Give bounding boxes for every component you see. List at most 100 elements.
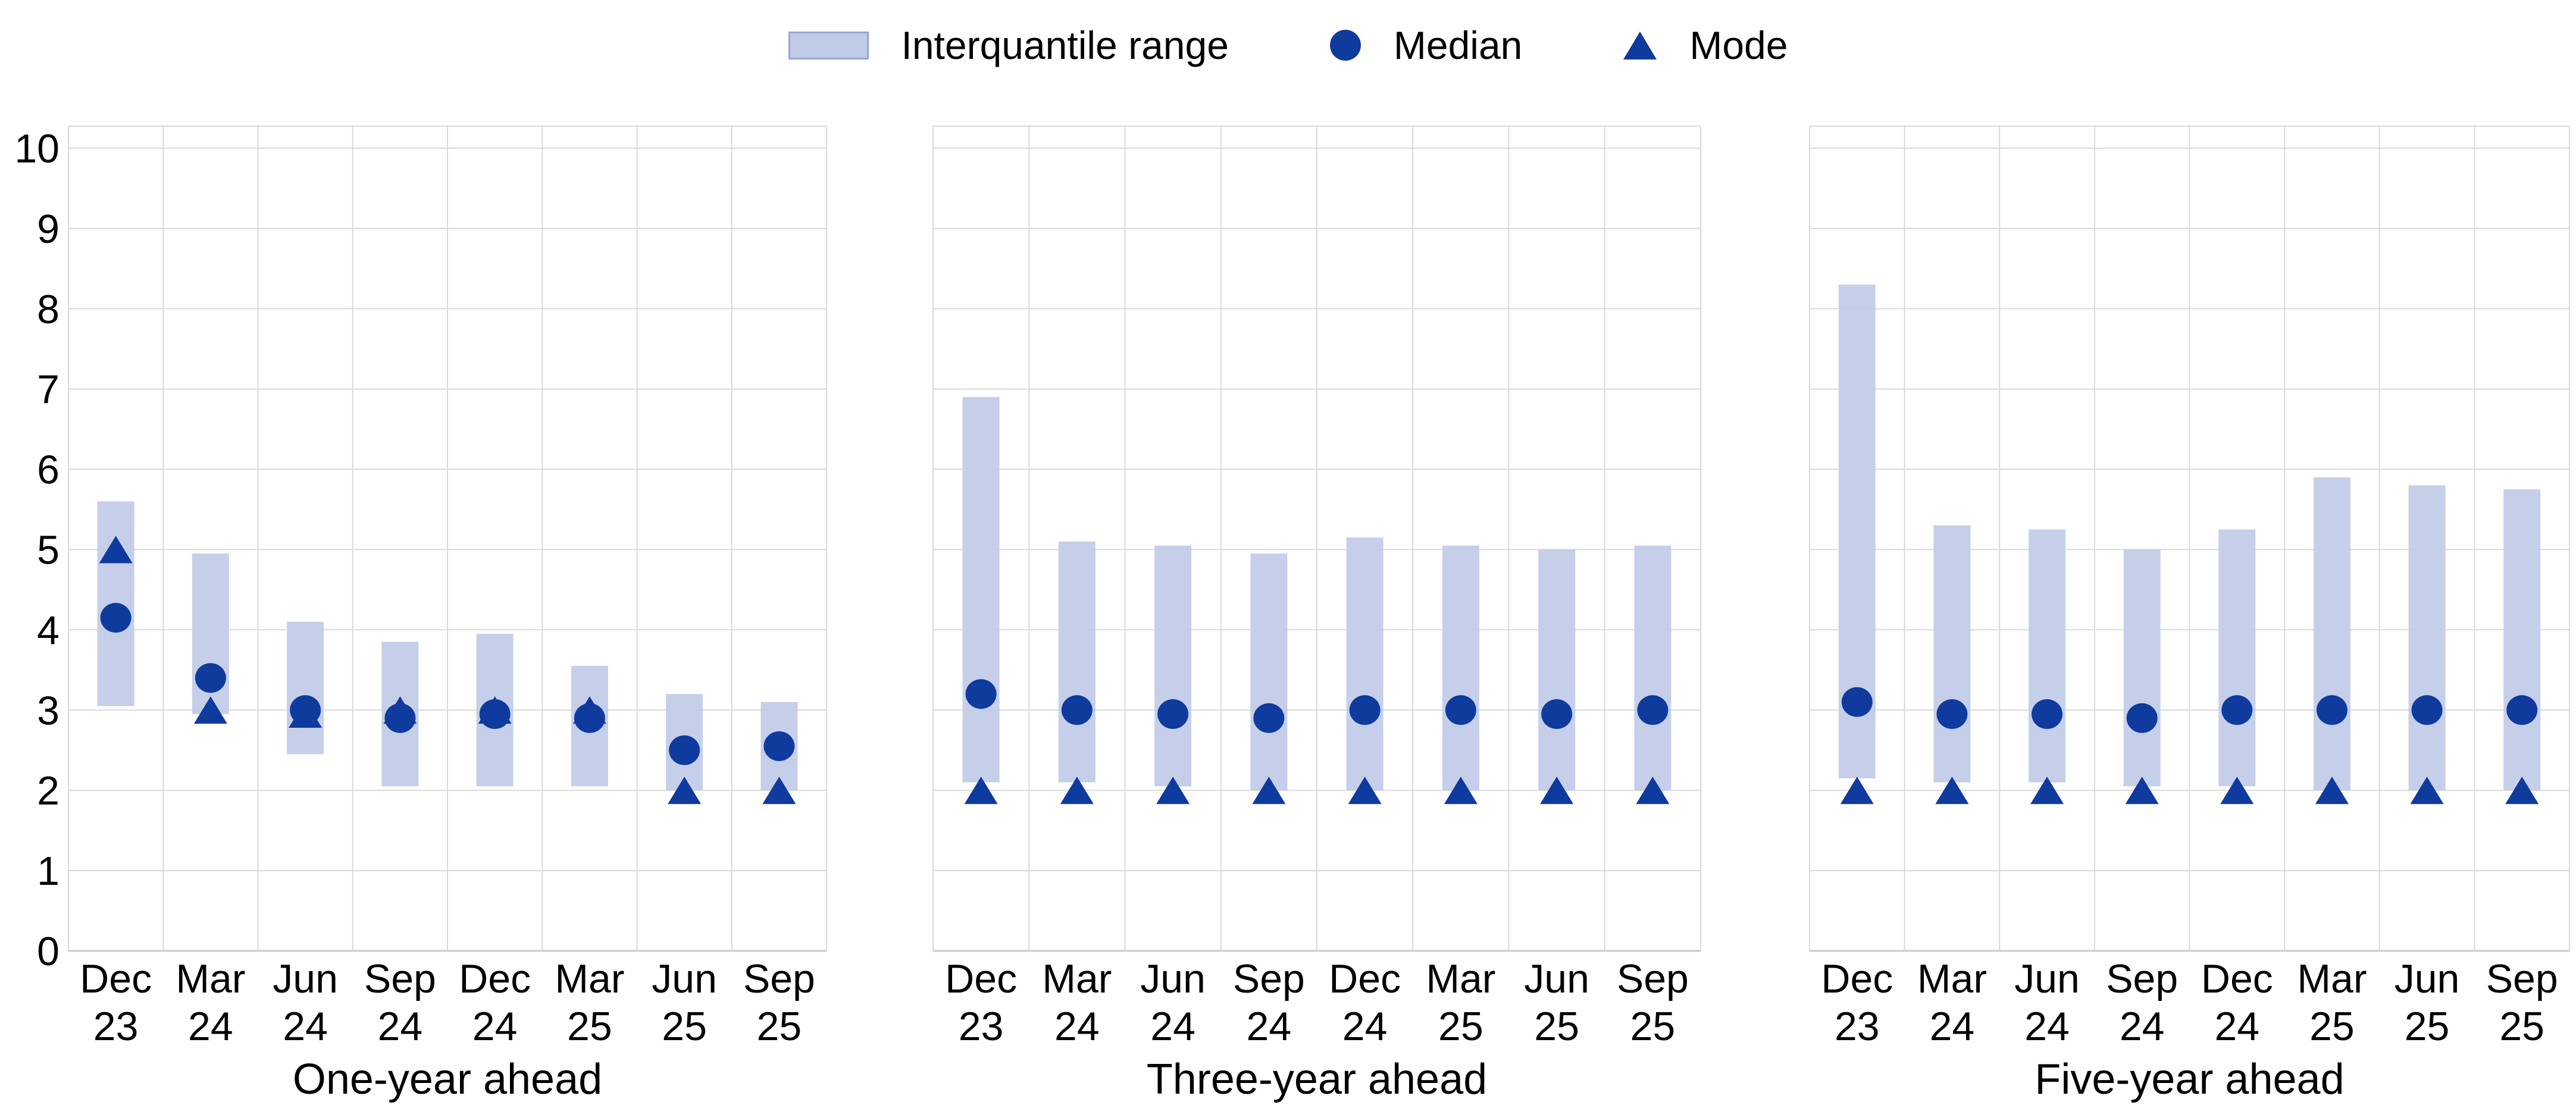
iqr-bar xyxy=(2408,485,2446,791)
median-marker xyxy=(1253,703,1285,733)
iqr-bar xyxy=(1346,537,1384,791)
x-tick-label: Mar xyxy=(2297,956,2367,1001)
x-tick-label: Sep xyxy=(1617,956,1689,1001)
iqr-bar xyxy=(2503,489,2541,791)
mode-marker xyxy=(193,696,227,724)
x-tick-label: 25 xyxy=(1630,1004,1676,1049)
chart-legend: Interquantile range Median Mode xyxy=(0,23,2576,68)
median-marker xyxy=(1061,695,1093,725)
median-marker xyxy=(763,731,795,762)
x-tick-label: 25 xyxy=(2405,1004,2450,1049)
iqr-bar xyxy=(962,397,1000,782)
iqr-bar xyxy=(1933,525,1971,782)
iqr-bar xyxy=(1634,545,1672,791)
x-tick-label: 24 xyxy=(2120,1004,2165,1049)
x-tick-label: Sep xyxy=(2106,956,2178,1001)
iqr-bar xyxy=(2218,529,2256,787)
x-tick-label: 24 xyxy=(1247,1004,1292,1049)
legend-label-mode: Mode xyxy=(1689,23,1788,67)
x-tick-label: 25 xyxy=(567,1004,612,1049)
mode-marker xyxy=(2410,777,2444,805)
x-tick-label: Sep xyxy=(1233,956,1305,1001)
y-tick-label: 10 xyxy=(14,126,60,171)
mode-marker xyxy=(2125,777,2159,805)
panel-xlabel: Five-year ahead xyxy=(2034,1056,2344,1103)
x-tick-label: Jun xyxy=(273,956,338,1001)
x-tick-label: 25 xyxy=(1438,1004,1483,1049)
x-tick-label: Jun xyxy=(1524,956,1589,1001)
iqr-swatch-icon xyxy=(788,31,869,60)
median-marker xyxy=(1445,695,1476,725)
x-tick-label: Dec xyxy=(2201,956,2273,1001)
median-marker xyxy=(2126,703,2158,733)
mode-marker xyxy=(762,777,796,805)
mode-marker xyxy=(2030,777,2064,805)
median-marker xyxy=(100,603,132,633)
x-tick-label: Mar xyxy=(176,956,245,1001)
median-marker xyxy=(574,703,605,733)
median-marker xyxy=(195,663,226,693)
x-tick-label: 24 xyxy=(1930,1004,1975,1049)
x-tick-label: 25 xyxy=(2309,1004,2355,1049)
y-tick-label: 3 xyxy=(37,688,60,733)
x-tick-label: Sep xyxy=(743,956,815,1001)
x-tick-label: 24 xyxy=(2214,1004,2259,1049)
mode-marker xyxy=(1636,777,1670,805)
median-marker xyxy=(1157,699,1189,730)
iqr-bar xyxy=(1538,549,1576,791)
x-tick-label: 25 xyxy=(662,1004,707,1049)
x-tick-label: Mar xyxy=(1426,956,1495,1001)
iqr-bar xyxy=(1442,545,1479,791)
x-tick-label: Mar xyxy=(555,956,624,1001)
legend-label-median: Median xyxy=(1393,23,1523,67)
y-tick-label: 0 xyxy=(37,929,60,974)
iqr-bar xyxy=(287,621,324,755)
y-tick-label: 7 xyxy=(37,367,60,412)
median-marker xyxy=(2506,695,2538,725)
median-marker xyxy=(1637,695,1669,725)
x-tick-label: Jun xyxy=(652,956,717,1001)
y-tick-label: 4 xyxy=(37,608,60,653)
x-tick-label: Dec xyxy=(80,956,152,1001)
x-tick-label: Jun xyxy=(2014,956,2080,1001)
x-tick-label: 25 xyxy=(757,1004,802,1049)
mode-marker xyxy=(2505,777,2539,805)
mode-marker xyxy=(1840,777,1874,805)
mode-marker xyxy=(1156,777,1190,805)
median-marker xyxy=(2411,695,2443,725)
y-tick-label: 2 xyxy=(37,768,60,813)
mode-marker xyxy=(1348,777,1382,805)
y-tick-label: 9 xyxy=(37,206,60,252)
legend-item-interquantile-range: Interquantile range xyxy=(788,23,1229,68)
x-tick-label: 24 xyxy=(472,1004,518,1049)
x-tick-label: 23 xyxy=(93,1004,139,1049)
mode-marker xyxy=(1540,777,1574,805)
x-tick-label: Dec xyxy=(945,956,1017,1001)
median-marker-icon xyxy=(1329,30,1361,61)
x-tick-label: Dec xyxy=(1821,956,1893,1001)
mode-marker xyxy=(964,777,998,805)
panel-xlabel: Three-year ahead xyxy=(1147,1056,1487,1103)
x-tick-label: Mar xyxy=(1917,956,1987,1001)
iqr-bar xyxy=(2029,529,2066,782)
x-tick-label: 24 xyxy=(1054,1004,1100,1049)
y-tick-label: 8 xyxy=(37,287,60,332)
x-tick-label: 24 xyxy=(1342,1004,1388,1049)
x-tick-label: Mar xyxy=(1042,956,1112,1001)
median-marker xyxy=(965,679,997,709)
mode-marker xyxy=(1935,777,1969,805)
x-tick-label: Dec xyxy=(1329,956,1401,1001)
legend-item-mode: Mode xyxy=(1623,23,1788,68)
iqr-bar xyxy=(1250,553,1288,791)
y-tick-label: 1 xyxy=(37,849,60,894)
median-marker xyxy=(1841,687,1873,717)
legend-item-median: Median xyxy=(1329,23,1523,68)
legend-label-interquantile-range: Interquantile range xyxy=(901,23,1229,67)
x-tick-label: Sep xyxy=(2486,956,2558,1001)
mode-marker xyxy=(1252,777,1286,805)
mode-marker xyxy=(99,536,133,564)
iqr-bar xyxy=(1058,541,1095,782)
iqr-bar xyxy=(1154,545,1192,787)
